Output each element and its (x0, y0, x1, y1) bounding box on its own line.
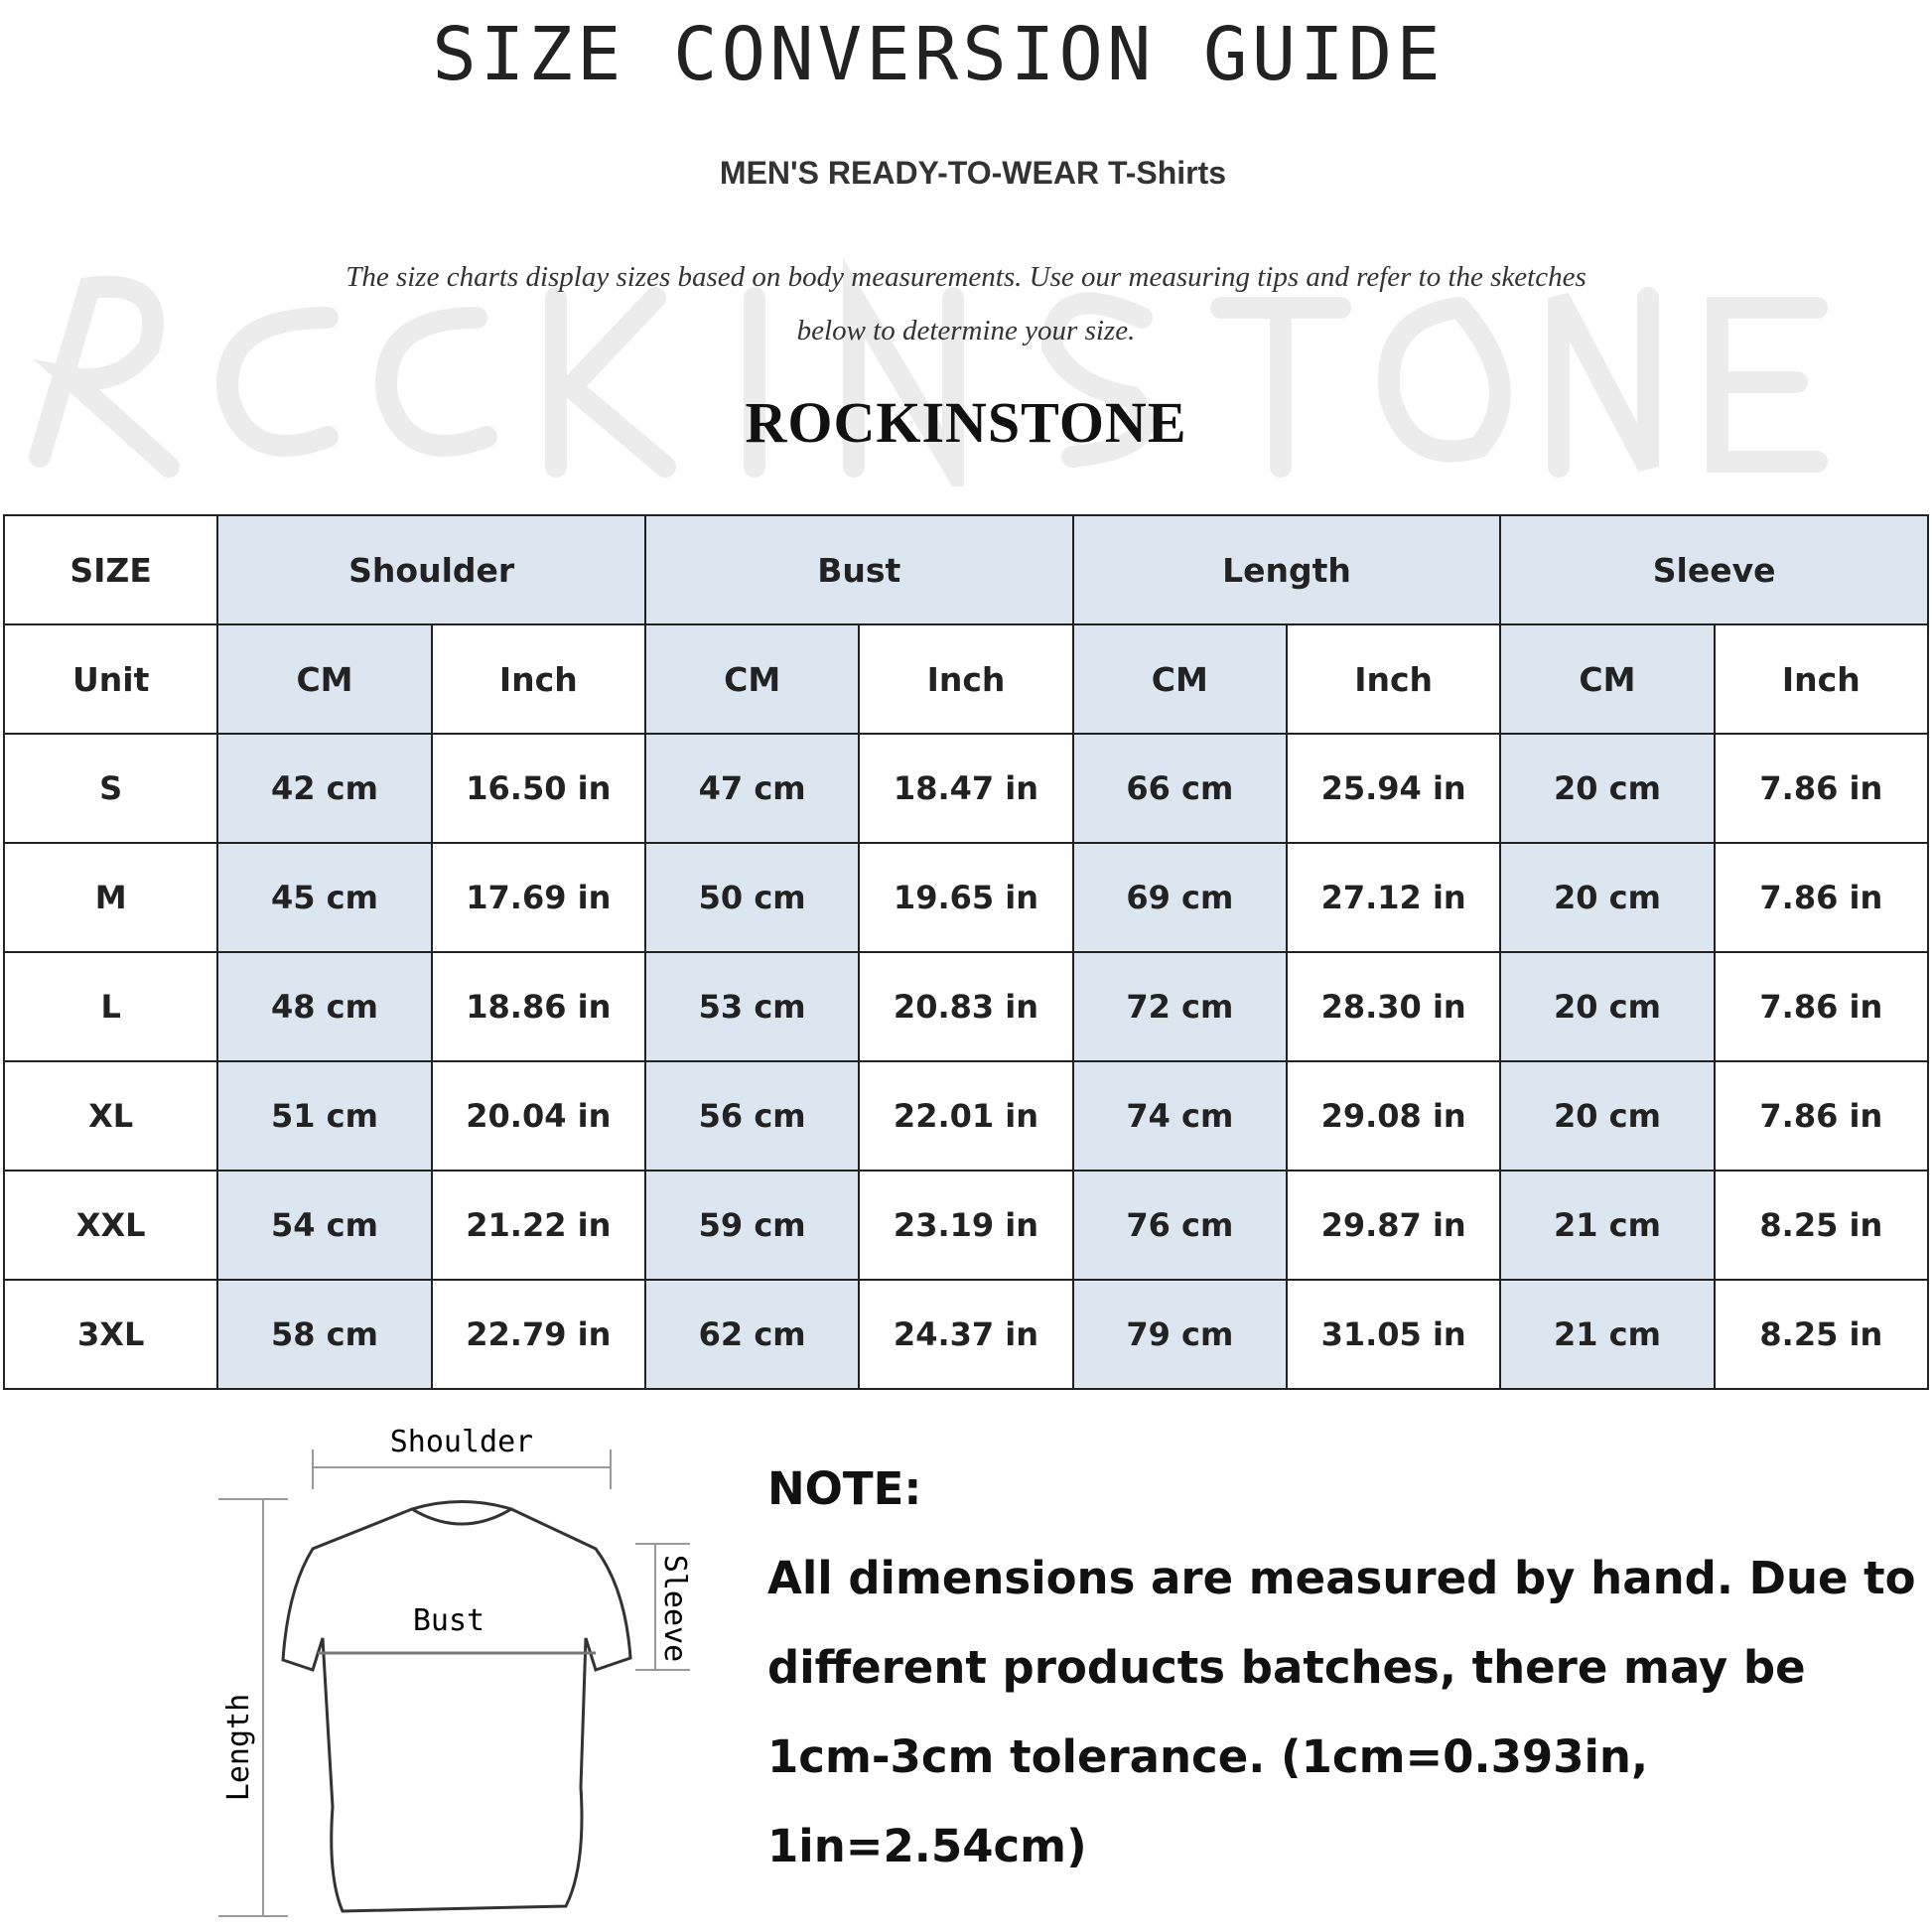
value-cell: 58 cm (216, 1279, 433, 1390)
size-cell: S (2, 733, 219, 844)
note-line: All dimensions are measured by hand. Due… (767, 1552, 1916, 1604)
value-cell: 22.01 in (858, 1060, 1074, 1172)
bust-label: Bust (413, 1603, 484, 1638)
value-cell: 21.22 in (430, 1170, 646, 1281)
note-heading: NOTE: (767, 1462, 922, 1515)
size-cell: XL (2, 1060, 219, 1172)
unit-cell: Inch (858, 623, 1074, 735)
value-cell: 18.47 in (858, 733, 1074, 844)
table-row: 3XL 58 cm 22.79 in 62 cm 24.37 in 79 cm 31.05 … (2, 1279, 1930, 1390)
value-cell: 23.19 in (858, 1170, 1074, 1281)
value-cell: 25.94 in (1285, 733, 1502, 844)
value-cell: 79 cm (1071, 1279, 1288, 1390)
value-cell: 18.86 in (430, 951, 646, 1062)
value-cell: 62 cm (643, 1279, 861, 1390)
description-line: below to determine your size. (796, 315, 1136, 346)
note-line: 1cm-3cm tolerance. (1cm=0.393in, 1in=2.5… (767, 1730, 1649, 1872)
header-row: SIZE Shoulder Bust Length Sleeve (2, 514, 1929, 625)
value-cell: 45 cm (216, 842, 433, 953)
unit-cell: CM (1499, 623, 1716, 735)
value-cell: 21 cm (1499, 1170, 1716, 1281)
tshirt-outline (281, 1507, 632, 1913)
value-cell: 59 cm (643, 1170, 861, 1281)
unit-cell: CM (1071, 623, 1288, 735)
unit-header: Unit (2, 623, 219, 735)
description: The size charts display sizes based on b… (172, 250, 1760, 357)
value-cell: 48 cm (216, 951, 433, 1062)
value-cell: 53 cm (643, 951, 861, 1062)
value-cell: 72 cm (1071, 951, 1288, 1062)
value-cell: 29.08 in (1285, 1060, 1502, 1172)
length-label: Length (221, 1694, 256, 1801)
description-line: The size charts display sizes based on b… (345, 261, 1587, 293)
value-cell: 27.12 in (1285, 842, 1502, 953)
value-cell: 7.86 in (1713, 1060, 1930, 1172)
note: NOTE: All dimensions are measured by han… (767, 1445, 1932, 1891)
group-header-shoulder: Shoulder (216, 514, 646, 625)
value-cell: 8.25 in (1713, 1279, 1930, 1390)
size-cell: M (2, 842, 219, 953)
size-table: SIZE Shoulder Bust Length Sleeve Unit CM Inch CM… (2, 514, 1930, 1390)
size-header: SIZE (2, 514, 219, 625)
note-line: different products batches, there may be (767, 1641, 1806, 1694)
unit-cell: Inch (430, 623, 646, 735)
table-row: S 42 cm 16.50 in 47 cm 18.47 in 66 cm 25.94 in… (2, 733, 1930, 844)
value-cell: 28.30 in (1285, 951, 1502, 1062)
tshirt-diagram: Shoulder Bust Length Sleeve (218, 1425, 692, 1917)
unit-cell: CM (643, 623, 861, 735)
subtitle: MEN'S READY-TO-WEAR T-Shirts (719, 155, 1227, 191)
value-cell: 56 cm (643, 1060, 861, 1172)
unit-row: Unit CM Inch CM Inch CM Inch CM Inch (2, 623, 1930, 735)
sleeve-label: Sleeve (657, 1555, 692, 1662)
value-cell: 17.69 in (430, 842, 646, 953)
value-cell: 76 cm (1071, 1170, 1288, 1281)
value-cell: 7.86 in (1713, 842, 1930, 953)
value-cell: 42 cm (216, 733, 433, 844)
value-cell: 24.37 in (858, 1279, 1074, 1390)
value-cell: 47 cm (643, 733, 861, 844)
size-cell: L (2, 951, 219, 1062)
group-header-length: Length (1071, 514, 1502, 625)
value-cell: 51 cm (216, 1060, 433, 1172)
size-cell: 3XL (2, 1279, 219, 1390)
value-cell: 20 cm (1499, 1060, 1716, 1172)
table-row: XXL 54 cm 21.22 in 59 cm 23.19 in 76 cm 29.87 … (2, 1170, 1930, 1281)
value-cell: 20 cm (1499, 951, 1716, 1062)
table-row: M 45 cm 17.69 in 50 cm 19.65 in 69 cm 27.12 in… (2, 842, 1930, 953)
value-cell: 20 cm (1499, 733, 1716, 844)
value-cell: 7.86 in (1713, 951, 1930, 1062)
value-cell: 31.05 in (1285, 1279, 1502, 1390)
value-cell: 16.50 in (430, 733, 646, 844)
value-cell: 19.65 in (858, 842, 1074, 953)
group-header-sleeve: Sleeve (1499, 514, 1929, 625)
value-cell: 69 cm (1071, 842, 1288, 953)
table-row: XL 51 cm 20.04 in 56 cm 22.01 in 74 cm 29.08 i… (2, 1060, 1930, 1172)
table-row: L 48 cm 18.86 in 53 cm 20.83 in 72 cm 28.30 in… (2, 951, 1930, 1062)
brand-name: ROCKINSTONE (745, 390, 1187, 455)
value-cell: 74 cm (1071, 1060, 1288, 1172)
value-cell: 22.79 in (430, 1279, 646, 1390)
value-cell: 8.25 in (1713, 1170, 1930, 1281)
unit-cell: Inch (1713, 623, 1930, 735)
unit-cell: Inch (1285, 623, 1502, 735)
value-cell: 7.86 in (1713, 733, 1930, 844)
value-cell: 20.04 in (430, 1060, 646, 1172)
value-cell: 66 cm (1071, 733, 1288, 844)
value-cell: 20 cm (1499, 842, 1716, 953)
value-cell: 54 cm (216, 1170, 433, 1281)
value-cell: 20.83 in (858, 951, 1074, 1062)
value-cell: 29.87 in (1285, 1170, 1502, 1281)
shoulder-label: Shoulder (390, 1425, 534, 1459)
size-cell: XXL (2, 1170, 219, 1281)
group-header-bust: Bust (643, 514, 1074, 625)
watermark (29, 258, 1828, 486)
page-title: SIZE CONVERSION GUIDE (432, 12, 1445, 97)
unit-cell: CM (216, 623, 433, 735)
value-cell: 50 cm (643, 842, 861, 953)
value-cell: 21 cm (1499, 1279, 1716, 1390)
